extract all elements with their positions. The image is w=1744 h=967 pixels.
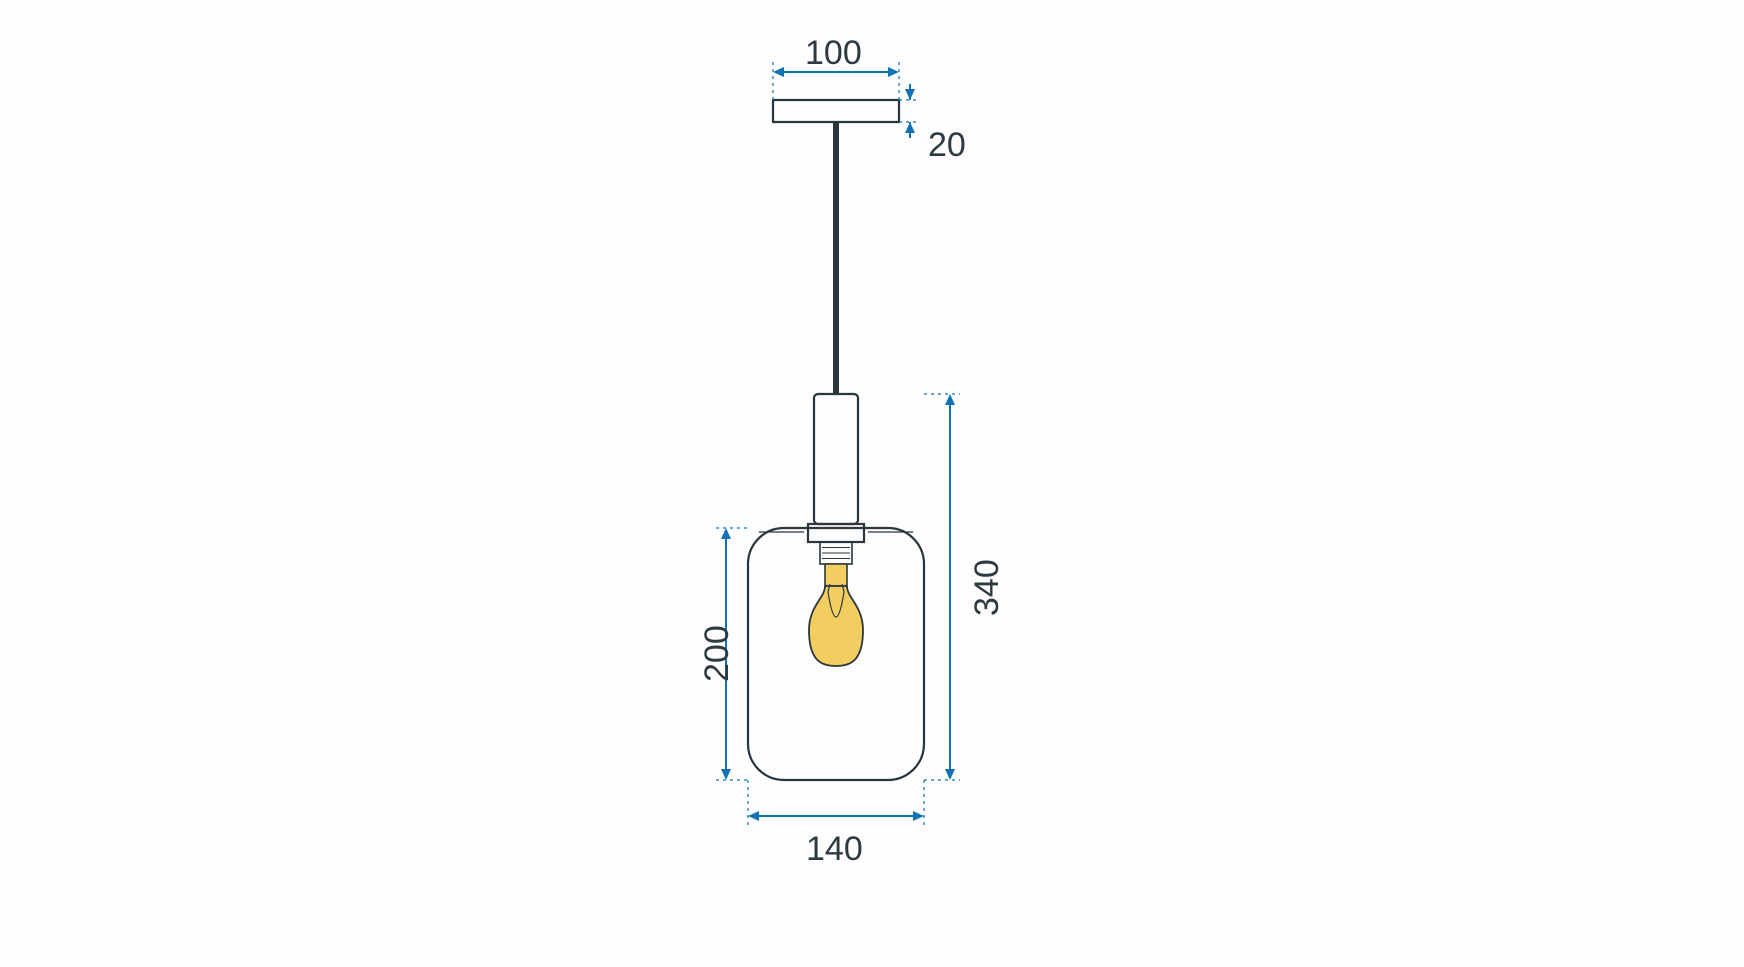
dim-label-canopy-width: 100 bbox=[805, 36, 862, 70]
pendant-lamp-diagram bbox=[0, 0, 1744, 967]
dim-label-total-height: 340 bbox=[970, 559, 1004, 616]
dim-label-shade-height: 200 bbox=[700, 625, 734, 682]
diagram-stage: 100 20 140 200 340 bbox=[0, 0, 1744, 967]
dim-label-shade-width: 140 bbox=[806, 832, 863, 866]
dim-label-canopy-height: 20 bbox=[928, 128, 966, 162]
